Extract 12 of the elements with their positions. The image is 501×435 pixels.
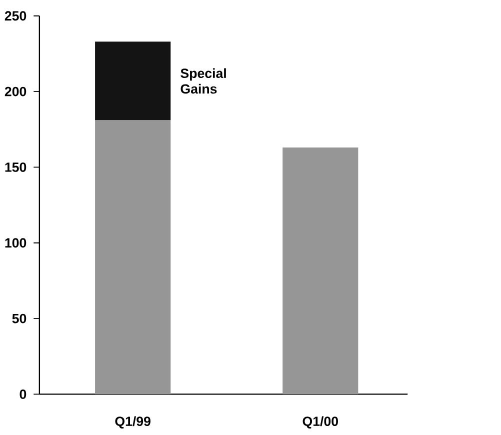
y-tick-label: 250 (4, 11, 26, 21)
x-tick-label: Q1/99 (115, 416, 150, 429)
y-tick-label: 150 (5, 162, 26, 172)
series-label: Special Gains (180, 68, 226, 94)
y-tick-label: 50 (12, 314, 26, 324)
bar (282, 148, 358, 394)
x-tick-label: Q1/00 (302, 416, 338, 429)
y-tick-label: 100 (5, 238, 26, 248)
bar (95, 42, 171, 120)
y-tick-label: 200 (4, 86, 26, 96)
y-tick-label: 0 (20, 389, 26, 399)
bar (95, 120, 171, 394)
